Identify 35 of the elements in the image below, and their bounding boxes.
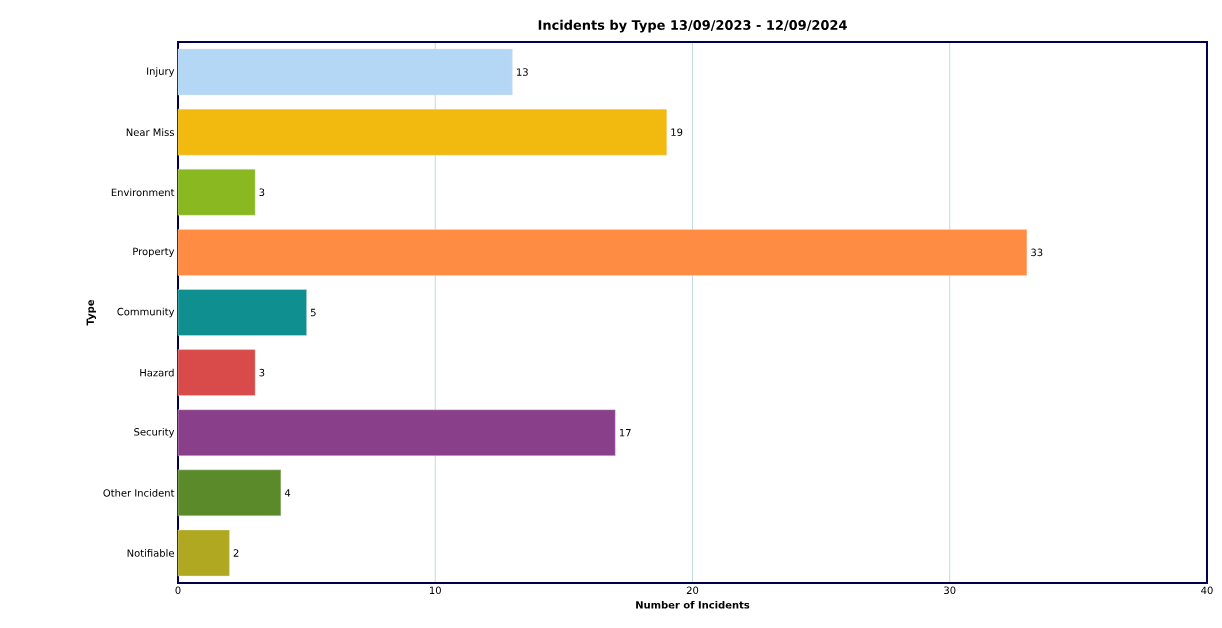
bar	[177, 229, 1028, 276]
bar	[177, 289, 307, 336]
x-tick-label: 20	[686, 586, 699, 595]
y-tick-label: Other Incident	[103, 488, 175, 497]
data-label: 13	[517, 68, 528, 76]
chart-title: Incidents by Type 13/09/2023 - 12/09/2024	[538, 19, 847, 33]
x-tick-label: 10	[430, 586, 441, 595]
bar	[177, 108, 667, 156]
data-label: 3	[259, 368, 265, 377]
y-tick-label: Community	[117, 307, 175, 318]
bar	[177, 529, 230, 577]
data-label: 33	[1031, 248, 1043, 257]
y-tick-label: Notifiable	[127, 549, 174, 557]
data-label: 19	[671, 128, 683, 136]
data-label: 3	[259, 188, 265, 197]
y-tick-label: Near Miss	[126, 128, 174, 137]
x-tick-label: 30	[944, 586, 956, 595]
data-label: 4	[284, 489, 291, 497]
y-tick-label: Security	[134, 427, 175, 438]
y-tick-label: Property	[133, 247, 175, 258]
y-axis-title: Type	[86, 299, 97, 326]
bar	[177, 469, 282, 517]
bar	[177, 409, 616, 456]
data-label: 2	[233, 549, 239, 557]
x-tick-label: 0	[175, 586, 181, 595]
data-label: 17	[619, 429, 631, 437]
y-tick-label: Hazard	[140, 368, 174, 377]
x-tick-label: 40	[1201, 586, 1213, 595]
data-label: 5	[310, 308, 316, 317]
x-axis-title: Number of Incidents	[636, 600, 750, 609]
bar	[177, 349, 256, 396]
y-tick-label: Environment	[111, 188, 175, 197]
y-tick-label: Injury	[147, 67, 175, 77]
bar	[177, 48, 513, 96]
bar	[177, 169, 256, 216]
